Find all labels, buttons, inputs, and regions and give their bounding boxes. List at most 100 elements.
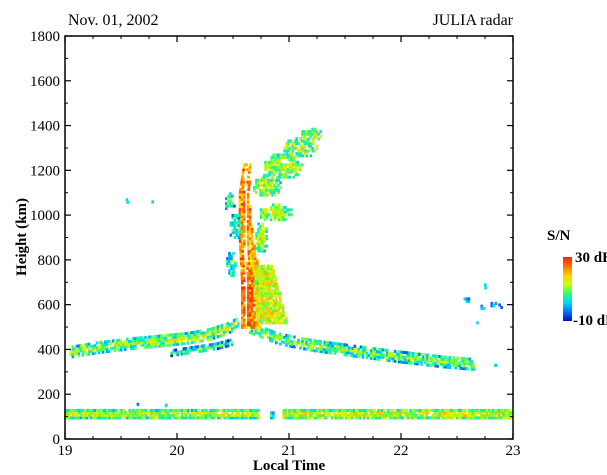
bottom-type-layer-cell	[423, 411, 427, 415]
plume-top-cell	[280, 165, 283, 169]
bottom-type-layer-cell	[342, 408, 346, 412]
plume-top-cell	[278, 168, 281, 172]
bottom-type-layer-cell	[359, 408, 362, 412]
plume-stem-cell	[239, 247, 242, 251]
plume-top-cell	[307, 137, 310, 141]
bottom-type-layer-cell	[494, 416, 497, 420]
plume-stem-cell	[242, 261, 245, 265]
plume-top-cell	[261, 222, 264, 226]
bottom-type-layer-cell	[504, 413, 507, 417]
plume-bubble-spur-cell	[266, 279, 270, 283]
bottom-type-layer-cell	[425, 413, 429, 417]
bottom-type-layer-cell	[477, 416, 481, 420]
plume-stem-cell	[253, 291, 256, 295]
plume-top-cell	[277, 178, 280, 182]
plume-stem-cell	[248, 261, 251, 265]
eastward-bottomside-layer-cell	[275, 336, 278, 340]
bottom-type-layer-cell	[80, 408, 83, 412]
westward-bottomside-layer-cell	[134, 346, 137, 350]
plume-top-cell	[266, 165, 269, 169]
bottom-type-layer-cell	[70, 416, 73, 420]
bottom-type-layer-cell	[312, 416, 316, 420]
westward-bottomside-layer-cell	[170, 335, 173, 339]
eastward-bottomside-layer-cell	[309, 341, 312, 345]
plume-bubble-spur-cell	[266, 291, 270, 295]
plume-top-cell	[274, 158, 277, 162]
lower-westward-strand-cell	[222, 342, 226, 346]
plume-bubble-spur-cell	[260, 296, 264, 300]
plume-top-cell	[300, 163, 304, 167]
bottom-type-layer-cell	[176, 408, 180, 412]
bottom-type-layer-cell	[435, 411, 439, 415]
bottom-type-layer-cell	[369, 411, 372, 415]
plume-top-cell	[270, 170, 273, 174]
bottom-type-layer-cell	[500, 411, 503, 415]
plume-stem-cell	[241, 298, 244, 302]
bottom-type-layer-cell	[498, 408, 501, 412]
plume-top-cell	[281, 218, 285, 222]
eastward-bottomside-layer-cell	[410, 351, 413, 355]
plume-top-cell	[303, 151, 306, 155]
plume-stem-cell	[251, 288, 254, 292]
eastward-bottomside-layer-cell	[416, 362, 419, 366]
westward-bottomside-layer-cell	[202, 336, 206, 340]
plume-stem-cell	[243, 325, 246, 329]
bottom-type-layer-cell	[435, 408, 439, 412]
eastward-bottomside-layer-cell	[470, 360, 474, 364]
plume-stem-cell	[242, 165, 246, 169]
westward-bottomside-layer-cell	[164, 334, 167, 338]
bottom-type-layer-cell	[405, 411, 408, 415]
bottom-type-layer-cell	[359, 411, 362, 415]
plume-stem-cell	[243, 311, 246, 315]
plume-bubble-spur-cell	[269, 301, 272, 305]
eastward-bottomside-layer-cell	[442, 365, 445, 369]
eastward-bottomside-layer-cell	[311, 341, 314, 345]
bottom-type-layer-cell	[411, 413, 414, 417]
plume-stem-cell	[246, 261, 249, 265]
bottom-type-layer-cell	[496, 416, 499, 420]
bottom-type-layer-cell	[365, 416, 368, 420]
bottom-type-layer-cell	[506, 413, 509, 417]
bottom-type-layer-cell	[102, 413, 105, 417]
plume-top-cell	[265, 188, 268, 192]
plume-stem-cell	[246, 207, 250, 211]
bottom-type-layer-cell	[494, 411, 497, 415]
eastward-bottomside-layer-cell	[369, 356, 373, 360]
lower-westward-strand-cell	[188, 348, 192, 352]
plume-bubble-spur-cell	[280, 316, 283, 320]
bottom-type-layer-cell	[134, 408, 138, 412]
plume-bubble-spur-cell	[258, 267, 261, 271]
bottom-type-layer-cell	[469, 411, 473, 415]
westward-bottomside-layer-cell	[87, 347, 91, 351]
bottom-type-layer-cell	[355, 416, 358, 420]
bottom-type-layer-cell	[253, 413, 257, 417]
westward-bottomside-layer-cell	[164, 339, 167, 343]
plume-stem-cell	[243, 303, 246, 307]
plume-stem-cell	[253, 296, 256, 300]
bottom-type-layer-cell	[371, 411, 374, 415]
plume-stem-cell	[241, 316, 244, 320]
plume-top-cell	[286, 163, 289, 167]
plume-bubble-spur-cell	[266, 318, 270, 322]
plume-stem-cell	[253, 244, 256, 248]
eastward-bottomside-layer-cell	[325, 348, 328, 352]
plume-top-cell	[274, 170, 277, 174]
eastward-bottomside-layer-cell	[305, 337, 308, 341]
westward-bottomside-layer-cell	[118, 343, 121, 347]
eastward-bottomside-layer-cell	[398, 360, 401, 364]
westward-bottomside-layer-cell	[111, 346, 115, 350]
plume-bubble-spur-cell	[262, 314, 265, 318]
westward-bottomside-layer-cell	[91, 344, 95, 348]
bottom-type-layer-cell	[209, 416, 212, 420]
eastward-bottomside-layer-cell	[393, 349, 397, 353]
westward-bottomside-layer-cell	[228, 330, 232, 334]
westward-bottomside-layer-cell	[160, 334, 163, 338]
plume-bubble-spur-cell	[262, 291, 266, 295]
bottom-type-layer-cell	[247, 413, 250, 417]
bottom-type-layer-cell	[407, 413, 410, 417]
bottom-type-layer-cell	[130, 413, 134, 417]
plume-stem-cell	[247, 313, 250, 317]
plume-bubble-spur-cell	[265, 299, 268, 303]
westward-bottomside-layer-cell	[101, 343, 105, 347]
plume-stem-cell	[251, 242, 254, 246]
